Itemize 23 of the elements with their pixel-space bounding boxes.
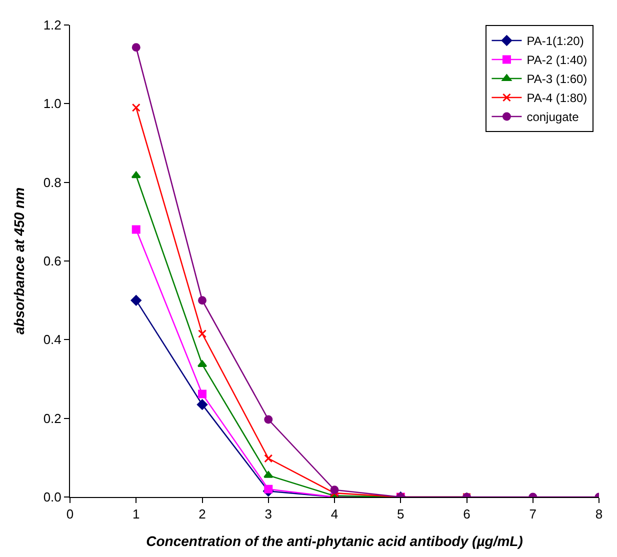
y-tick-label: 0.6 bbox=[43, 254, 62, 269]
y-tick-label: 0.4 bbox=[43, 332, 62, 348]
y-axis-title: absorbance at 450 nm bbox=[10, 187, 27, 335]
legend-label: PA-2 (1:40) bbox=[526, 53, 588, 68]
x-tick-label: 6 bbox=[463, 506, 470, 522]
x-tick-label: 3 bbox=[264, 506, 272, 522]
y-tick-label: 1.2 bbox=[43, 18, 62, 33]
x-tick-label: 1 bbox=[132, 506, 140, 522]
y-tick-label: 0.0 bbox=[43, 490, 62, 505]
x-tick-label: 8 bbox=[595, 506, 603, 522]
legend-label: PA-1(1:20) bbox=[526, 34, 584, 48]
legend-label: PA-3 (1:60) bbox=[526, 72, 588, 86]
x-tick-label: 5 bbox=[397, 506, 404, 522]
x-axis-title: Concentration of the anti-phytanic acid antibody (µg/mL) bbox=[146, 532, 524, 549]
x-tick-label: 2 bbox=[198, 506, 206, 522]
y-tick-label: 1.0 bbox=[43, 96, 62, 112]
x-tick-label: 4 bbox=[330, 506, 338, 522]
y-tick-label: 0.2 bbox=[43, 410, 62, 426]
y-tick-label: 0.8 bbox=[43, 174, 62, 190]
legend-label: conjugate bbox=[526, 110, 580, 124]
legend-label: PA-4 (1:80) bbox=[526, 91, 588, 106]
x-tick-label: 7 bbox=[529, 506, 536, 522]
x-tick-label: 0 bbox=[66, 506, 74, 522]
